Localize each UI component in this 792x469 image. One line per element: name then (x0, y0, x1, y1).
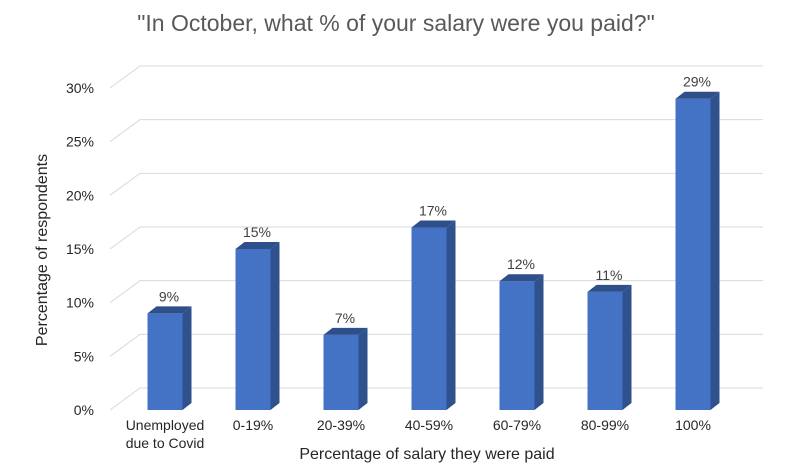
x-tick-line: 20-39% (317, 417, 365, 433)
gridline (109, 387, 763, 411)
x-tick-line: 100% (675, 417, 711, 433)
gridline (109, 65, 763, 89)
data-label: 12% (507, 256, 535, 272)
bar-top (411, 220, 456, 228)
bar-front (147, 313, 183, 410)
x-tick-label: 20-39% (317, 417, 365, 433)
x-tick-line: 60-79% (493, 417, 541, 433)
y-tick-label: 25% (66, 134, 94, 150)
bar (411, 220, 456, 410)
x-tick-line: due to Covid (126, 435, 205, 451)
bar-front (235, 249, 271, 410)
x-tick-line: Unemployed (126, 417, 205, 433)
bar (235, 242, 280, 410)
gridline (109, 119, 763, 143)
x-tick-label: 0-19% (233, 417, 273, 433)
bar-front (587, 291, 623, 410)
data-label: 7% (335, 310, 355, 326)
gridline (109, 280, 763, 304)
y-tick-label: 10% (66, 295, 94, 311)
data-label: 17% (419, 203, 447, 219)
chart-title: "In October, what % of your salary were … (137, 10, 655, 36)
bar-top (147, 306, 192, 314)
bar-side (534, 274, 544, 410)
y-tick-label: 15% (66, 241, 94, 257)
bar-side (182, 306, 192, 410)
bar-front (323, 334, 359, 410)
x-tick-label: 40-59% (405, 417, 453, 433)
bar-side (710, 91, 720, 410)
x-tick-label: 100% (675, 417, 711, 433)
bars: 9% 15% 7% 17% 12% 11% 29% (147, 74, 720, 410)
gridline (109, 333, 763, 357)
x-tick-line: 40-59% (405, 417, 453, 433)
x-axis-title: Percentage of salary they were paid (299, 446, 554, 463)
bar-front (411, 227, 447, 410)
bar-top (587, 284, 632, 292)
y-tick-label: 0% (74, 402, 94, 418)
gridline (109, 226, 763, 250)
bar (587, 284, 632, 410)
x-tick-label: 80-99% (581, 417, 629, 433)
x-tick-line: 0-19% (233, 417, 273, 433)
y-tick-label: 5% (74, 348, 94, 364)
y-tick-label: 30% (66, 80, 94, 96)
bar-top (323, 327, 368, 335)
x-axis-ticks: Unemployed due to Covid 0-19% 20-39% 40-59% 6… (126, 417, 711, 451)
bar-front (499, 281, 535, 410)
gridlines (109, 65, 763, 411)
y-axis-title: Percentage of respondents (34, 154, 51, 346)
y-axis-ticks: 0% 5% 10% 15% 20% 25% 30% (66, 80, 94, 418)
data-label: 9% (159, 288, 179, 304)
x-tick-label: 60-79% (493, 417, 541, 433)
data-label: 15% (243, 224, 271, 240)
data-label: 29% (683, 74, 711, 90)
bar (147, 306, 192, 410)
x-tick-line: 80-99% (581, 417, 629, 433)
y-tick-label: 20% (66, 187, 94, 203)
bar-top (235, 242, 280, 249)
bar (675, 91, 720, 410)
bar-side (446, 220, 456, 410)
bar-side (270, 242, 280, 410)
bar (499, 274, 544, 410)
bar (323, 327, 368, 410)
data-label: 11% (596, 267, 623, 283)
gridline (109, 172, 763, 196)
bar-side (622, 284, 632, 410)
bar-top (499, 274, 544, 282)
bar-side (358, 327, 368, 410)
bar-front (675, 98, 711, 410)
x-tick-label: Unemployed due to Covid (126, 417, 205, 451)
bar-top (675, 91, 720, 99)
